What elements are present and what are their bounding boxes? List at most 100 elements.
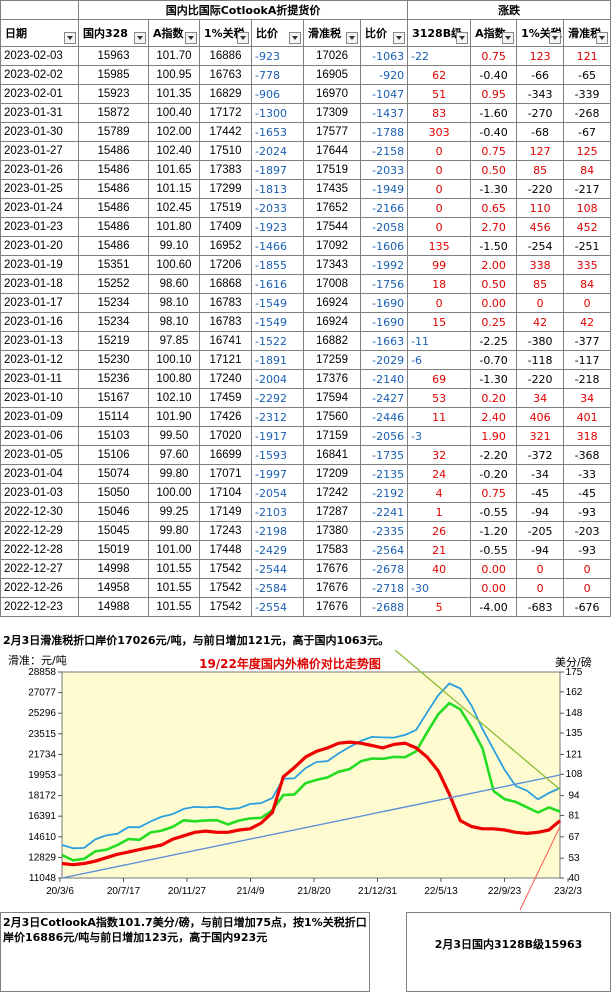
- table-cell[interactable]: 15045: [78, 521, 149, 541]
- table-cell[interactable]: 108: [563, 198, 612, 218]
- table-cell[interactable]: -68: [516, 122, 565, 142]
- table-cell[interactable]: 17206: [199, 255, 252, 275]
- table-cell[interactable]: 2023-01-13: [0, 331, 79, 351]
- table-cell[interactable]: 15106: [78, 445, 149, 465]
- table-cell[interactable]: 0: [407, 160, 472, 180]
- table-cell[interactable]: -1663: [359, 331, 409, 351]
- table-cell[interactable]: 17652: [303, 198, 361, 218]
- table-cell[interactable]: 15: [407, 312, 472, 332]
- table-cell[interactable]: -1735: [359, 445, 409, 465]
- table-cell[interactable]: 17644: [303, 141, 361, 161]
- table-cell[interactable]: 2023-01-09: [0, 407, 79, 427]
- table-cell[interactable]: 17510: [199, 141, 252, 161]
- table-cell[interactable]: 2023-01-16: [0, 312, 79, 332]
- table-cell[interactable]: -2241: [359, 502, 409, 522]
- table-cell[interactable]: 15486: [78, 141, 149, 161]
- table-cell[interactable]: 338: [516, 255, 565, 275]
- table-cell[interactable]: 125: [563, 141, 612, 161]
- table-cell[interactable]: -1.30: [470, 179, 518, 199]
- table-cell[interactable]: 34: [563, 388, 612, 408]
- table-cell[interactable]: 0: [563, 578, 612, 598]
- column-header-8[interactable]: A指数: [470, 19, 518, 47]
- table-cell[interactable]: 40: [407, 559, 472, 579]
- table-cell[interactable]: -1.20: [470, 521, 518, 541]
- table-cell[interactable]: 2023-01-24: [0, 198, 79, 218]
- table-cell[interactable]: 100.40: [148, 103, 200, 123]
- table-cell[interactable]: 15103: [78, 426, 149, 446]
- table-cell[interactable]: 0: [407, 179, 472, 199]
- table-cell[interactable]: 14958: [78, 578, 149, 598]
- table-cell[interactable]: 17435: [303, 179, 361, 199]
- table-cell[interactable]: -2554: [251, 597, 304, 617]
- table-cell[interactable]: 99.80: [148, 521, 200, 541]
- table-cell[interactable]: 14988: [78, 597, 149, 617]
- table-cell[interactable]: 24: [407, 464, 472, 484]
- table-cell[interactable]: 17380: [303, 521, 361, 541]
- table-cell[interactable]: 2023-01-25: [0, 179, 79, 199]
- table-cell[interactable]: -1549: [251, 293, 304, 313]
- table-cell[interactable]: -380: [516, 331, 565, 351]
- column-header-6[interactable]: 比价: [359, 19, 409, 47]
- table-cell[interactable]: 15351: [78, 255, 149, 275]
- table-cell[interactable]: 16924: [303, 312, 361, 332]
- table-cell[interactable]: 17560: [303, 407, 361, 427]
- table-cell[interactable]: 16924: [303, 293, 361, 313]
- table-cell[interactable]: 99.50: [148, 426, 200, 446]
- table-cell[interactable]: 32: [407, 445, 472, 465]
- column-header-2[interactable]: A指数: [148, 19, 200, 47]
- table-cell[interactable]: 42: [563, 312, 612, 332]
- table-cell[interactable]: 0.00: [470, 559, 518, 579]
- table-cell[interactable]: 101.80: [148, 217, 200, 237]
- table-cell[interactable]: -1522: [251, 331, 304, 351]
- filter-dropdown-icon[interactable]: [237, 32, 249, 44]
- table-cell[interactable]: -1923: [251, 217, 304, 237]
- table-cell[interactable]: -93: [563, 540, 612, 560]
- table-cell[interactable]: 97.60: [148, 445, 200, 465]
- table-cell[interactable]: 99: [407, 255, 472, 275]
- table-cell[interactable]: 2022-12-27: [0, 559, 79, 579]
- table-cell[interactable]: 17426: [199, 407, 252, 427]
- table-cell[interactable]: 401: [563, 407, 612, 427]
- table-cell[interactable]: -1466: [251, 236, 304, 256]
- table-cell[interactable]: -1992: [359, 255, 409, 275]
- table-cell[interactable]: 17121: [199, 350, 252, 370]
- table-cell[interactable]: -2024: [251, 141, 304, 161]
- table-cell[interactable]: -33: [563, 464, 612, 484]
- table-cell[interactable]: -0.40: [470, 122, 518, 142]
- table-cell[interactable]: -218: [563, 369, 612, 389]
- table-cell[interactable]: 101.35: [148, 84, 200, 104]
- table-cell[interactable]: -93: [563, 502, 612, 522]
- table-cell[interactable]: -1997: [251, 464, 304, 484]
- table-cell[interactable]: 17383: [199, 160, 252, 180]
- table-cell[interactable]: 15219: [78, 331, 149, 351]
- table-cell[interactable]: 2022-12-28: [0, 540, 79, 560]
- table-cell[interactable]: -1.30: [470, 369, 518, 389]
- table-cell[interactable]: 17026: [303, 46, 361, 66]
- table-cell[interactable]: -217: [563, 179, 612, 199]
- table-cell[interactable]: 17376: [303, 369, 361, 389]
- table-cell[interactable]: 17594: [303, 388, 361, 408]
- table-cell[interactable]: 15234: [78, 293, 149, 313]
- table-cell[interactable]: -94: [516, 540, 565, 560]
- column-header-4[interactable]: 比价: [251, 19, 304, 47]
- table-cell[interactable]: 2.00: [470, 255, 518, 275]
- table-cell[interactable]: 17519: [199, 198, 252, 218]
- filter-dropdown-icon[interactable]: [502, 32, 515, 44]
- table-cell[interactable]: 0: [407, 217, 472, 237]
- table-cell[interactable]: 2.70: [470, 217, 518, 237]
- table-cell[interactable]: 102.00: [148, 122, 200, 142]
- filter-dropdown-icon[interactable]: [289, 32, 301, 44]
- table-cell[interactable]: 101.70: [148, 46, 200, 66]
- table-cell[interactable]: 17104: [199, 483, 252, 503]
- table-cell[interactable]: 15050: [78, 483, 149, 503]
- table-cell[interactable]: 17544: [303, 217, 361, 237]
- table-cell[interactable]: 2023-01-05: [0, 445, 79, 465]
- table-cell[interactable]: 100.10: [148, 350, 200, 370]
- table-cell[interactable]: 21: [407, 540, 472, 560]
- table-cell[interactable]: 2023-01-31: [0, 103, 79, 123]
- column-header-7[interactable]: 3128B级: [407, 19, 472, 47]
- table-cell[interactable]: -11: [407, 331, 472, 351]
- table-cell[interactable]: 98.10: [148, 312, 200, 332]
- table-cell[interactable]: 69: [407, 369, 472, 389]
- table-cell[interactable]: -778: [251, 65, 304, 85]
